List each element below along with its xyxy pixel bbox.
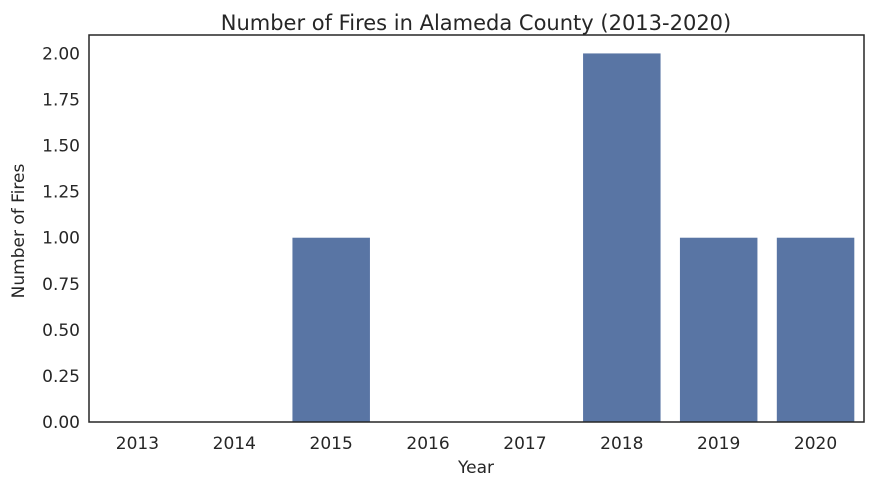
x-tick-label: 2013	[116, 434, 159, 454]
x-axis-ticks: 2013 2014 2015 2016 2017 2018 2019 2020	[116, 434, 837, 454]
y-tick-label: 1.25	[42, 183, 80, 203]
y-tick-label: 0.50	[42, 321, 80, 341]
y-tick-label: 1.00	[42, 229, 80, 249]
bar-2019	[679, 237, 758, 422]
x-tick-label: 2018	[600, 434, 643, 454]
plot-frame	[88, 34, 865, 423]
x-tick-label: 2015	[310, 434, 353, 454]
x-tick-label: 2014	[213, 434, 256, 454]
y-tick-label: 0.75	[42, 275, 80, 295]
bar-2020	[776, 237, 855, 422]
y-tick-label: 1.75	[42, 91, 80, 111]
y-tick-label: 0.25	[42, 367, 80, 387]
x-tick-label: 2020	[794, 434, 837, 454]
y-axis-ticks: 0.00 0.25 0.50 0.75 1.00 1.25 1.50 1.75 2.00	[42, 44, 80, 433]
bar-2015	[292, 237, 370, 422]
chart-title: Number of Fires in Alameda County (2013-…	[221, 11, 732, 35]
y-axis-label: Number of Fires	[9, 164, 29, 299]
y-tick-label: 1.50	[42, 137, 80, 157]
x-axis-label: Year	[457, 458, 494, 478]
y-tick-label: 0.00	[42, 413, 80, 433]
x-tick-label: 2019	[697, 434, 740, 454]
y-tick-label: 2.00	[42, 44, 80, 64]
bar-2018	[583, 53, 661, 423]
x-tick-label: 2016	[406, 434, 449, 454]
x-tick-label: 2017	[503, 434, 546, 454]
bars-group	[292, 53, 855, 423]
